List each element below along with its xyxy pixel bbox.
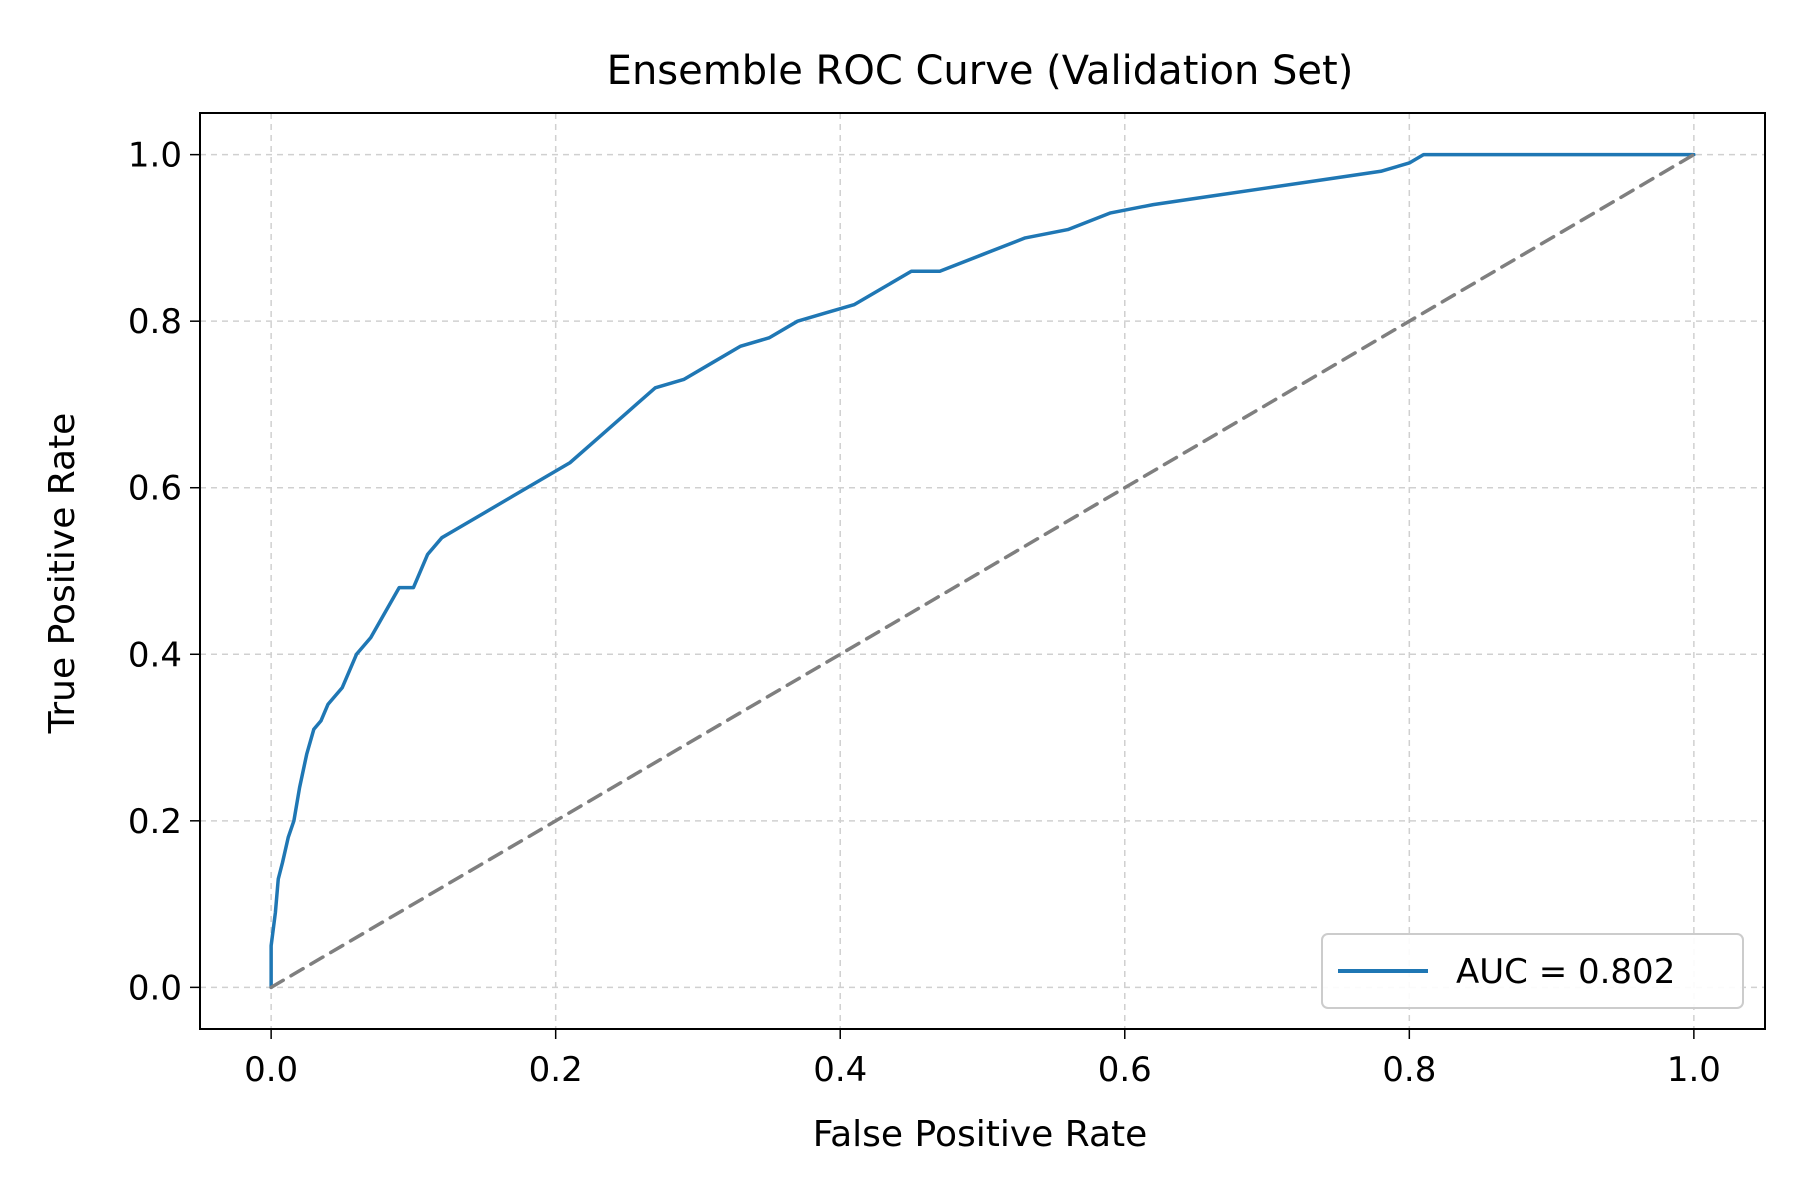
grid-lines — [200, 113, 1765, 1029]
x-tick-label: 0.0 — [244, 1050, 298, 1090]
x-tick-label: 0.8 — [1382, 1050, 1436, 1090]
y-axis-label: True Positive Rate — [42, 413, 83, 735]
y-tick-label: 0.2 — [128, 802, 182, 842]
plot-frame — [199, 112, 1766, 1030]
series-lines — [269, 152, 1696, 990]
legend-box — [1321, 933, 1744, 1009]
x-tick-label: 0.6 — [1098, 1050, 1152, 1090]
legend: AUC = 0.802 — [1321, 933, 1744, 1009]
chart-title: Ensemble ROC Curve (Validation Set) — [607, 48, 1354, 94]
y-tick-label: 0.4 — [128, 635, 182, 675]
y-tick-label: 0.0 — [128, 968, 182, 1008]
x-tick-label: 1.0 — [1667, 1050, 1721, 1090]
y-tick-label: 0.6 — [128, 469, 182, 509]
roc-curve-line — [269, 152, 1696, 990]
diagonal-reference-line — [269, 152, 1696, 990]
x-tick-label: 0.2 — [529, 1050, 583, 1090]
y-tick-label: 1.0 — [128, 136, 182, 176]
axes: 0.0 0.2 0.4 0.6 0.8 1.0 0.0 0.2 0.4 0.6 0.8 1.0 — [128, 112, 1766, 1090]
x-axis-label: False Positive Rate — [813, 1114, 1148, 1155]
x-tick-label: 0.4 — [813, 1050, 867, 1090]
y-tick-label: 0.8 — [128, 302, 182, 342]
legend-label: AUC = 0.802 — [1456, 952, 1675, 992]
